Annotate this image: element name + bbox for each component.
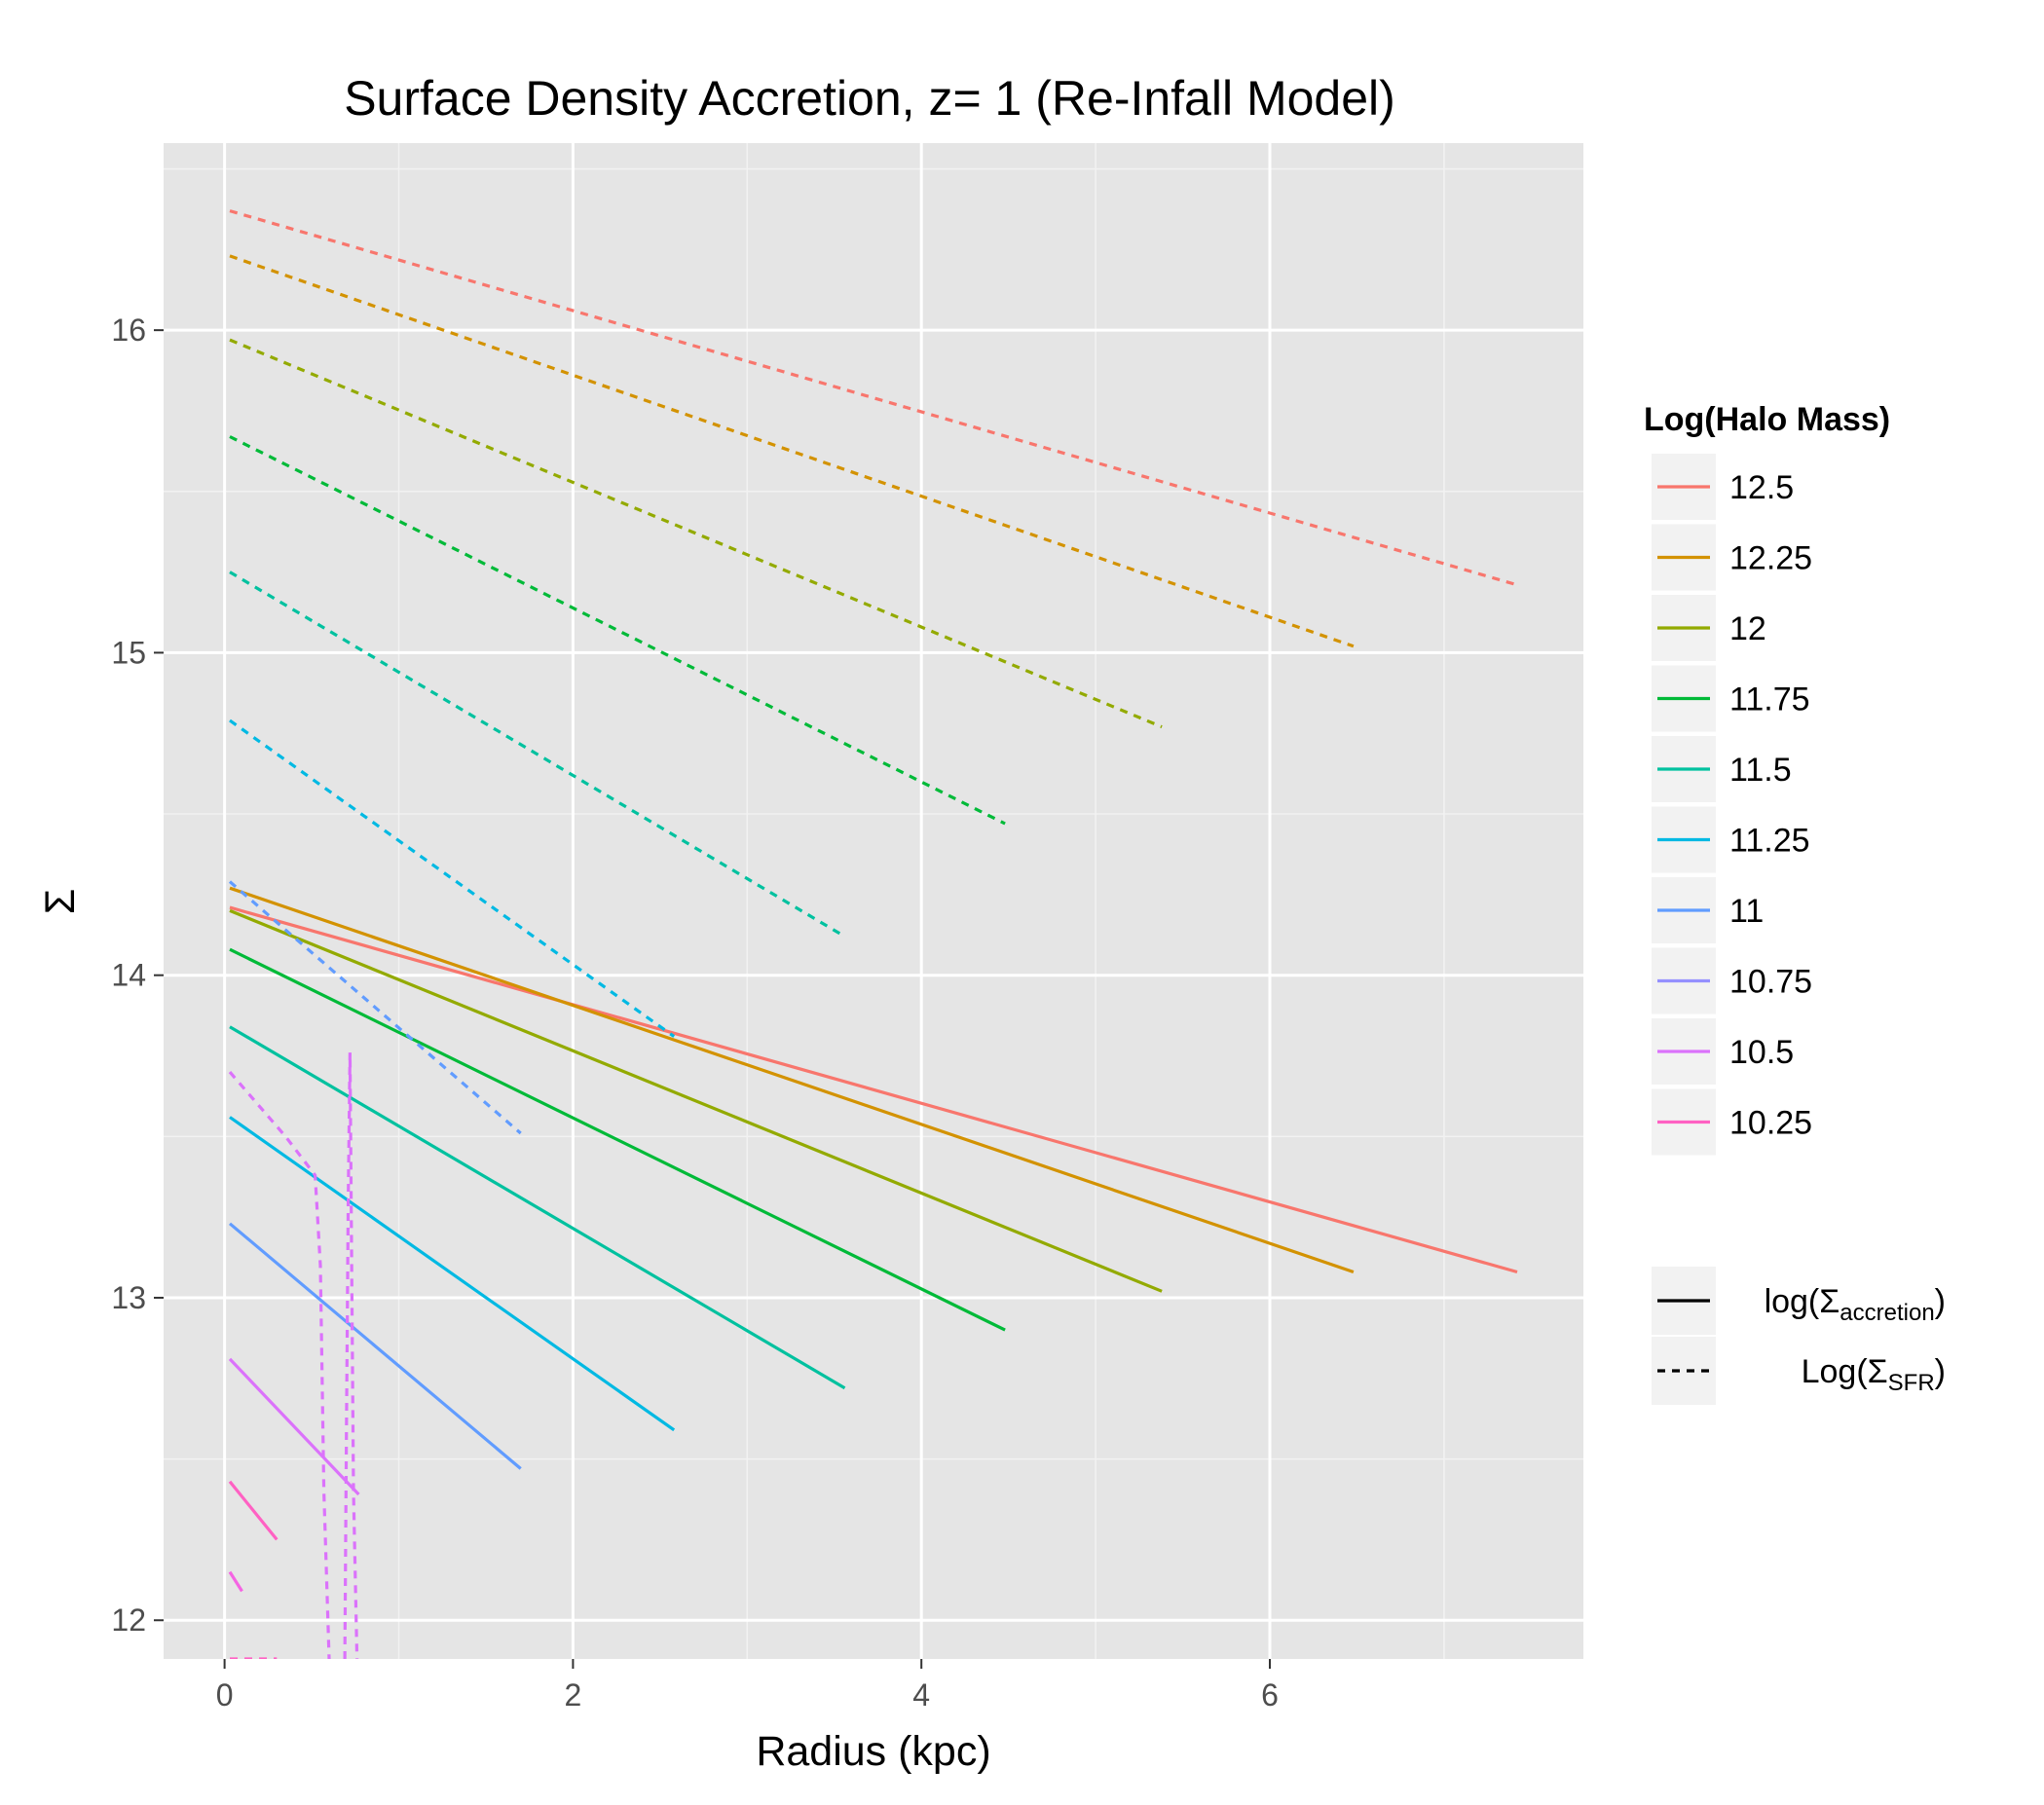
accretion-line-12	[229, 908, 1163, 1293]
legend-label: 11.5	[1729, 752, 1792, 789]
legend-linetype-label: Log(ΣSFR)	[1802, 1353, 1946, 1396]
accretion-line-12-25	[229, 886, 1355, 1274]
x-tick-label: 6	[1261, 1677, 1279, 1713]
sfr-line-11	[228, 880, 522, 1135]
legend-item-11-25: 11.25	[1652, 806, 1810, 873]
accretion-line-11-5	[229, 1025, 846, 1390]
legend-linetype-item-dashed: Log(ΣSFR)	[1652, 1337, 1946, 1405]
sfr-line-12	[229, 338, 1163, 729]
legend-item-11-75: 11.75	[1652, 665, 1810, 732]
y-tick-label: 14	[111, 958, 146, 993]
legend-linetype-label: log(Σaccretion)	[1765, 1283, 1946, 1326]
legend-item-10-5: 10.5	[1652, 1018, 1794, 1085]
y-tick-label: 12	[111, 1602, 146, 1638]
accretion-line-10-5	[228, 1480, 279, 1541]
legend-item-12-5: 12.5	[1652, 454, 1794, 520]
major-gridlines	[164, 143, 1583, 1659]
accretion-line-11-75	[229, 947, 1006, 1332]
x-tick-label: 0	[216, 1677, 234, 1713]
x-tick-label: 2	[565, 1677, 582, 1713]
legend-label: 12	[1729, 610, 1766, 647]
legend-title: Log(Halo Mass)	[1644, 401, 1890, 438]
legend-item-12-25: 12.25	[1652, 524, 1812, 591]
legend-halo-mass: Log(Halo Mass) 12.5 12.25 12 11.75 11.5 11.25…	[1644, 401, 1890, 1156]
minor-gridlines	[164, 143, 1583, 1659]
series-lines	[228, 209, 1518, 1659]
sfr-line-11-75	[229, 435, 1006, 826]
sfr-line-11-25	[229, 718, 676, 1038]
legend-linetype-item-solid: log(Σaccretion)	[1652, 1267, 1946, 1335]
y-tick-label: 15	[111, 635, 146, 670]
legend-label: 11	[1729, 893, 1764, 930]
y-tick-label: 13	[111, 1280, 146, 1315]
legend-item-11-5: 11.5	[1652, 736, 1792, 802]
accretion-line-11-25	[229, 1116, 676, 1432]
legend-linetype: log(Σaccretion) Log(ΣSFR)	[1652, 1267, 1946, 1405]
chart-title: Surface Density Accretion, z= 1 (Re-Infa…	[344, 71, 1395, 126]
x-axis-title: Radius (kpc)	[756, 1728, 990, 1775]
legend-label: 11.75	[1729, 681, 1810, 718]
legend-item-10-75: 10.75	[1652, 947, 1812, 1014]
accretion-line-10-75	[228, 1357, 360, 1496]
accretion-line-10-25	[228, 1570, 243, 1593]
sfr-line-10-75-extra	[343, 1052, 359, 1659]
x-axis: 0 2 4 6	[216, 1659, 1279, 1713]
legend-item-11: 11	[1652, 877, 1764, 943]
sfr-line-12-5	[229, 209, 1518, 587]
legend-label: 10.75	[1729, 964, 1812, 1001]
y-tick-label: 16	[111, 313, 146, 348]
accretion-line-12-5	[229, 905, 1518, 1274]
legend-item-10-25: 10.25	[1652, 1088, 1812, 1156]
legend-item-12: 12	[1652, 595, 1766, 661]
legend-label: 11.25	[1729, 823, 1810, 860]
sfr-line-10-75	[228, 1071, 331, 1659]
legend-label: 12.5	[1729, 469, 1794, 506]
y-axis-title: Σ	[37, 889, 84, 915]
legend-label: 12.25	[1729, 540, 1812, 577]
accretion-line-11	[228, 1222, 522, 1470]
legend-label: 10.5	[1729, 1034, 1794, 1071]
sfr-line-11-5	[229, 571, 846, 939]
y-axis: 12 13 14 15 16	[111, 313, 164, 1638]
plot-panel	[164, 143, 1583, 1659]
legend-label: 10.25	[1729, 1105, 1812, 1142]
x-tick-label: 4	[912, 1677, 930, 1713]
